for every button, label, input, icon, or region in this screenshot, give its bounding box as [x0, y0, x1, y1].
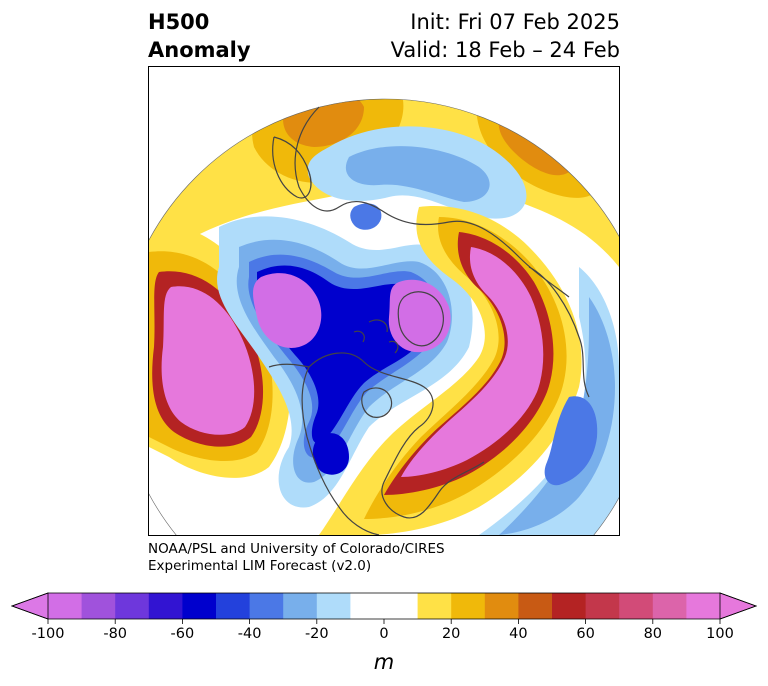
colorbar-swatch — [484, 593, 519, 619]
scandinavia-coast — [272, 136, 312, 199]
colorbar-swatch — [81, 593, 116, 619]
colorbar-unit: m — [373, 650, 395, 674]
colorbar-swatch — [350, 593, 385, 619]
colorbar-swatch — [182, 593, 217, 619]
anomaly-negative-arctic-core — [345, 146, 490, 202]
map-panel — [148, 66, 620, 536]
colorbar-tick-label: 100 — [706, 626, 734, 642]
colorbar-swatch — [316, 593, 351, 619]
colorbar-swatch — [115, 593, 150, 619]
anomaly-negative-southwest — [312, 433, 349, 475]
europe-coast — [528, 266, 590, 398]
colorbar-tick-label: -80 — [103, 626, 128, 642]
colorbar-tick-label: 0 — [379, 626, 389, 642]
colorbar-swatch — [619, 593, 654, 619]
anomaly-negative-east-core — [544, 396, 598, 486]
anomaly-negative-east-mid — [499, 297, 615, 535]
hudson-bay-coast — [361, 387, 393, 418]
colorbar-swatch — [652, 593, 687, 619]
anomaly-map — [149, 98, 619, 535]
arctic-islands — [353, 319, 399, 354]
colorbar-swatch — [216, 593, 251, 619]
colorbar-tick-label: -40 — [237, 626, 262, 642]
colorbar-swatch — [552, 593, 587, 619]
colorbar-swatch — [249, 593, 284, 619]
colorbar-swatch — [384, 593, 419, 619]
colorbar-over-arrow — [719, 592, 758, 620]
colorbar-swatch — [451, 593, 486, 619]
colorbar-swatch — [283, 593, 318, 619]
credit-line-1: NOAA/PSL and University of Colorado/CIRE… — [148, 541, 445, 557]
hemisphere-boundary — [149, 98, 619, 535]
anomaly-negative-siberia — [350, 203, 382, 230]
colorbar-tick-label: 60 — [576, 626, 595, 642]
coastlines — [268, 106, 590, 535]
map-title: H500 Anomaly — [148, 8, 251, 64]
credit-line-2: Experimental LIM Forecast (v2.0) — [148, 558, 372, 574]
colorbar-swatch — [518, 593, 553, 619]
credit-text: NOAA/PSL and University of Colorado/CIRE… — [148, 541, 445, 575]
anomaly-positive-atlantic-core — [401, 247, 544, 477]
colorbar-tick-label: 80 — [643, 626, 663, 642]
valid-dates: Valid: 18 Feb – 24 Feb — [390, 38, 620, 62]
init-date: Init: Fri 07 Feb 2025 — [410, 10, 620, 34]
colorbar-tick-label: 20 — [441, 626, 461, 642]
north-america-coast — [308, 352, 485, 519]
anomaly-negative-core-west — [253, 273, 322, 348]
alaska-coast — [268, 363, 310, 368]
colorbar-tick-label: -60 — [170, 626, 195, 642]
colorbar-swatch — [148, 593, 183, 619]
forecast-dates: Init: Fri 07 Feb 2025 Valid: 18 Feb – 24… — [391, 8, 620, 64]
greenland-coast — [397, 291, 444, 347]
colorbar-tick-label: -20 — [304, 626, 329, 642]
colorbar-tick-label: -100 — [31, 626, 65, 642]
anomaly-positive-pacific-core — [161, 286, 255, 435]
title-line-1: H500 — [148, 10, 210, 34]
colorbar-swatch — [48, 593, 83, 619]
colorbar-graphic — [10, 592, 758, 624]
colorbar: -100 -80 -60 -40 -20 0 20 40 60 80 100 m — [0, 590, 768, 686]
colorbar-swatch — [417, 593, 452, 619]
colorbar-tick-label: 40 — [509, 626, 528, 642]
colorbar-swatch — [585, 593, 620, 619]
north-america-west-coast — [301, 366, 380, 535]
title-line-2: Anomaly — [148, 38, 251, 62]
eurasia-coast — [294, 106, 570, 298]
colorbar-swatch — [686, 593, 721, 619]
colorbar-under-arrow — [10, 592, 49, 620]
